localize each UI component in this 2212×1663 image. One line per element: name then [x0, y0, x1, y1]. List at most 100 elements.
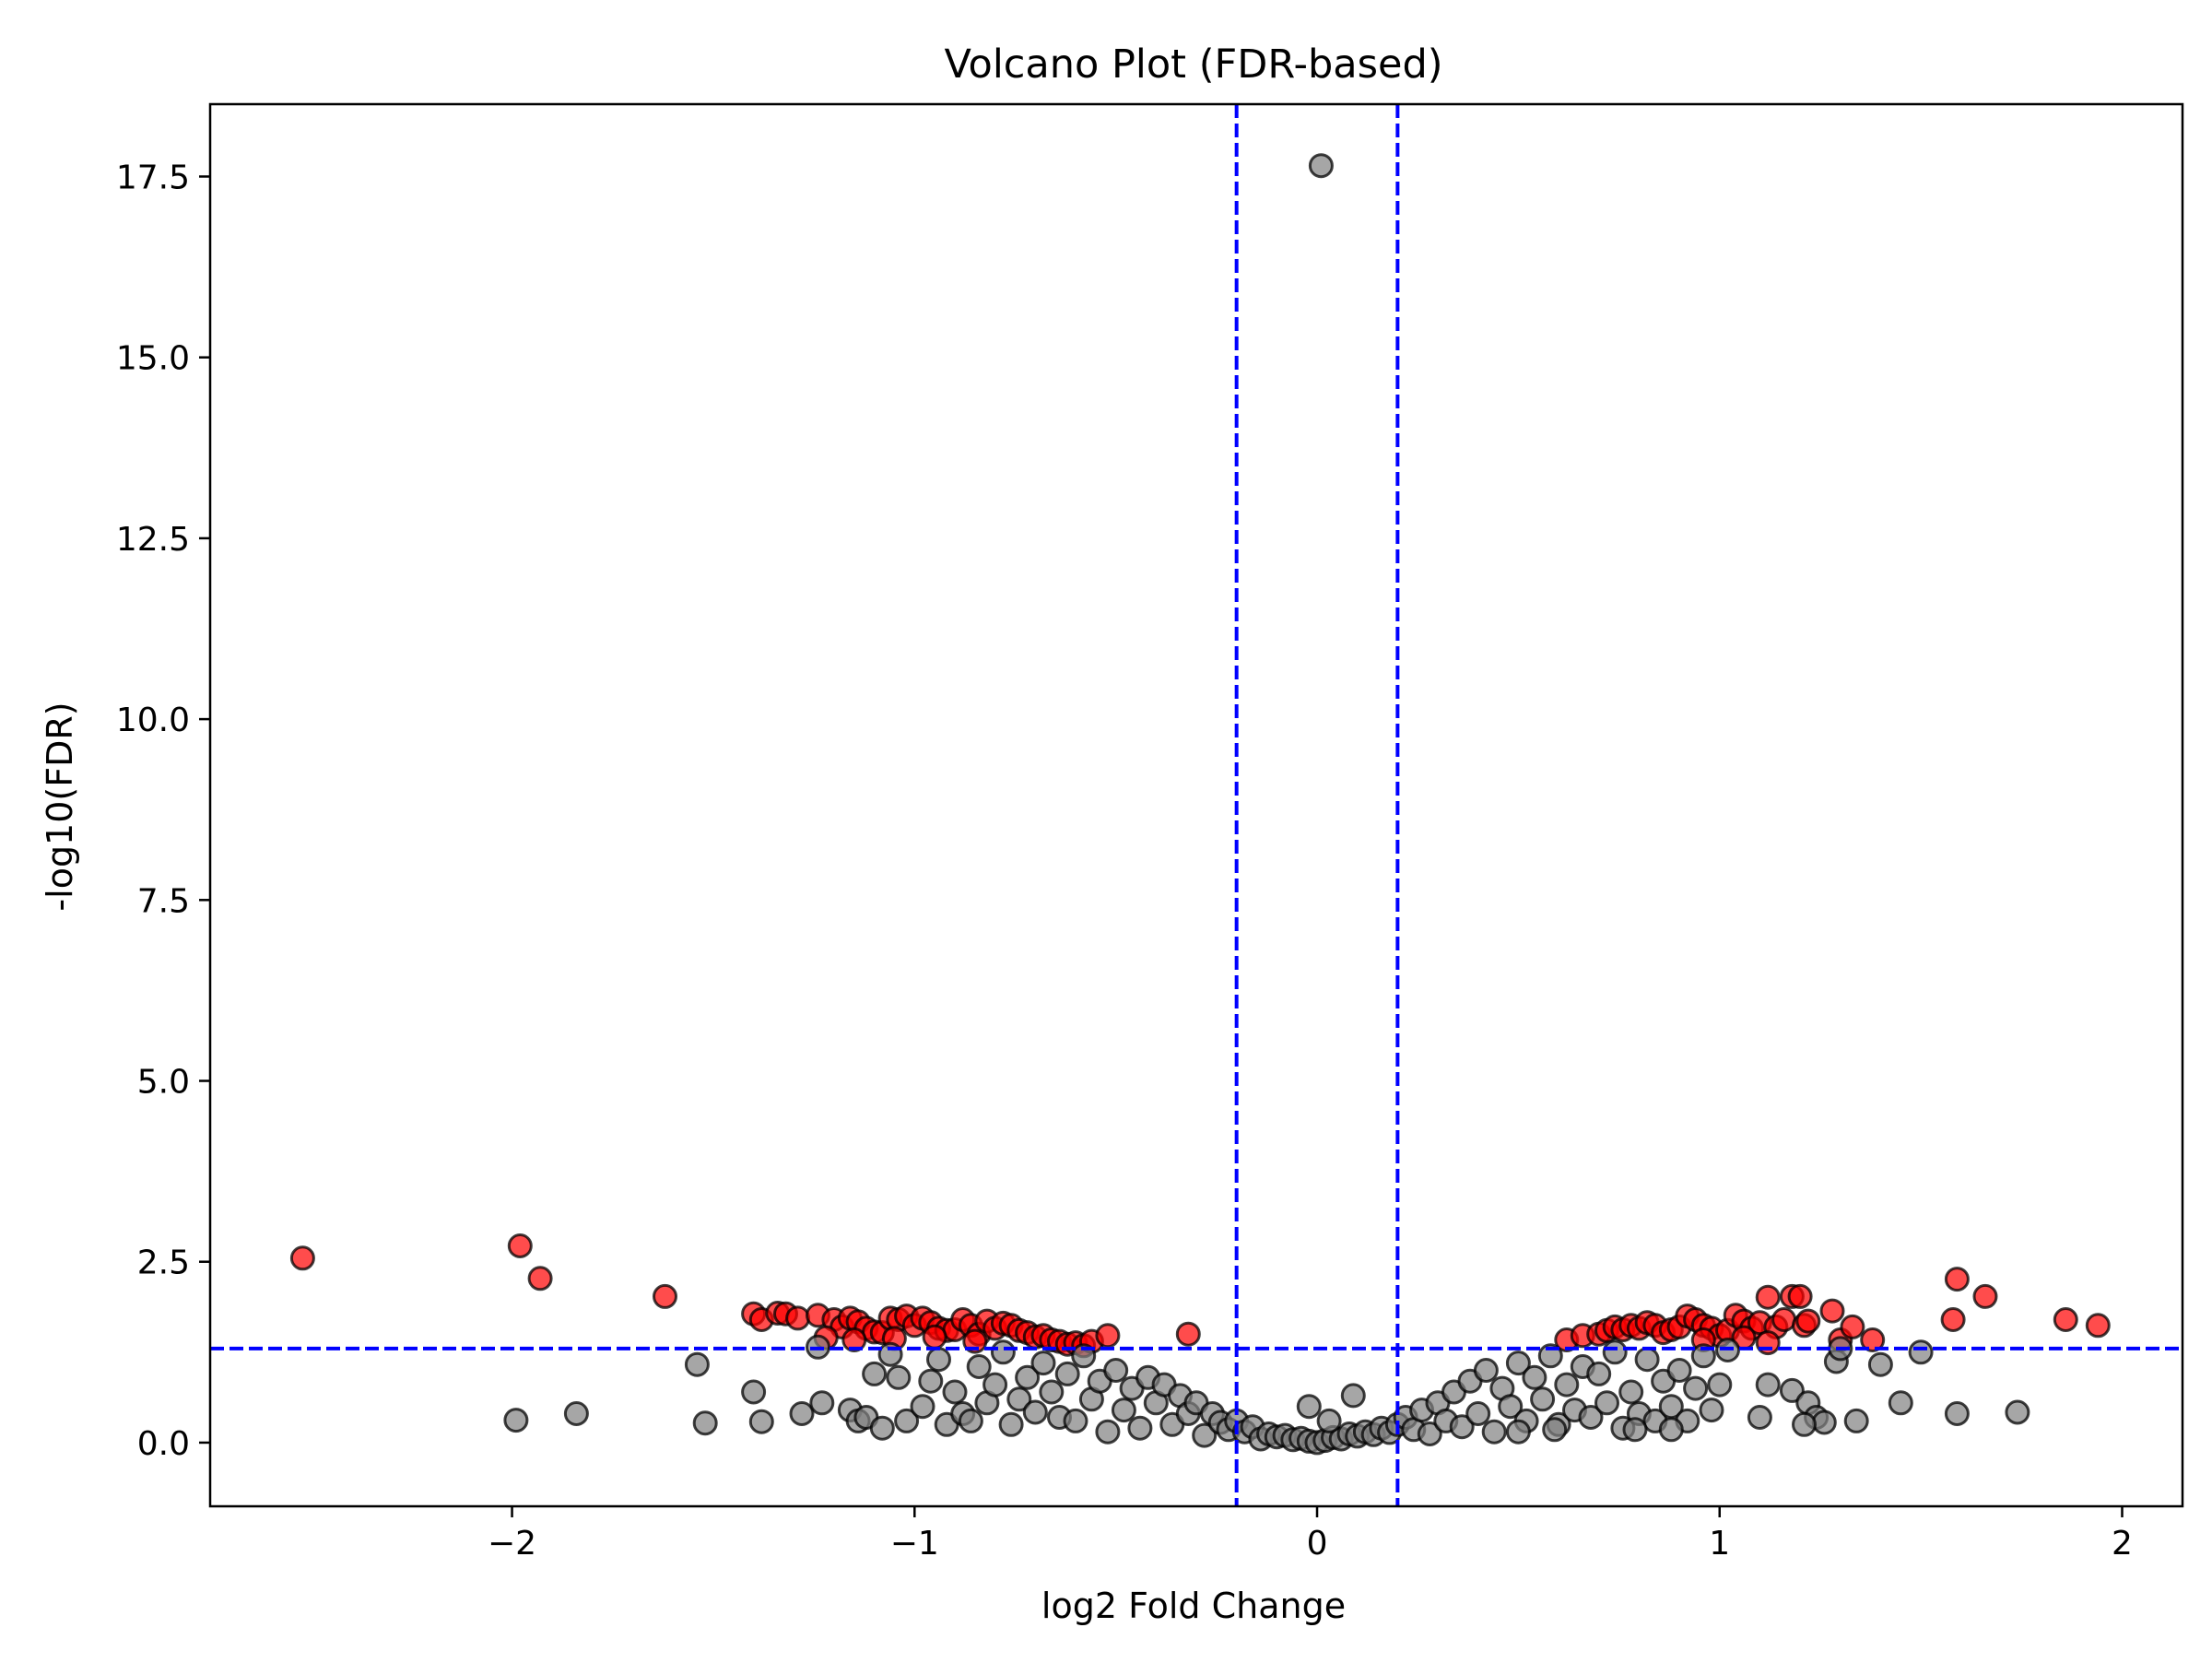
y-tick-label: 0.0 — [137, 1425, 190, 1463]
plot-frame — [208, 102, 2184, 1508]
y-tick-label: 2.5 — [137, 1244, 190, 1282]
x-tick-label: 1 — [1709, 1525, 1730, 1563]
non-significant-point — [1498, 1394, 1524, 1420]
significant-point — [1840, 1314, 1865, 1339]
x-tick-label: 2 — [2112, 1525, 2133, 1563]
y-tick-label: 12.5 — [116, 521, 190, 559]
y-tick-label: 15.0 — [116, 340, 190, 378]
non-significant-point — [1111, 1398, 1136, 1423]
significant-point — [1819, 1298, 1845, 1324]
x-tick-label: 0 — [1307, 1525, 1328, 1563]
non-significant-point — [1417, 1421, 1442, 1446]
non-significant-point — [1594, 1390, 1619, 1416]
non-significant-point — [1449, 1414, 1475, 1440]
non-significant-point — [918, 1368, 944, 1394]
significant-point — [653, 1283, 677, 1309]
plot-inner — [210, 104, 2183, 1506]
non-significant-point — [877, 1341, 903, 1367]
non-significant-point — [1039, 1379, 1065, 1405]
non-significant-point — [741, 1379, 767, 1405]
non-significant-point — [1006, 1386, 1032, 1412]
non-significant-point — [1340, 1383, 1366, 1409]
non-significant-point — [910, 1394, 935, 1420]
non-significant-point — [1530, 1386, 1556, 1412]
non-significant-point — [1316, 1408, 1342, 1433]
non-significant-point — [1473, 1358, 1499, 1383]
non-significant-point — [958, 1408, 983, 1433]
non-significant-point — [789, 1401, 815, 1426]
non-significant-point — [1586, 1361, 1612, 1386]
non-significant-point — [982, 1372, 1008, 1398]
non-significant-point — [1634, 1347, 1660, 1373]
y-tick-label: 17.5 — [116, 159, 190, 196]
significant-point — [289, 1245, 315, 1271]
non-significant-point — [1095, 1419, 1121, 1445]
significant-point — [527, 1266, 553, 1291]
significant-point — [1940, 1307, 1966, 1332]
non-significant-point — [1699, 1398, 1724, 1423]
significant-point — [1175, 1321, 1201, 1347]
non-significant-point — [1867, 1351, 1893, 1377]
non-significant-point — [1192, 1422, 1218, 1448]
non-significant-point — [1666, 1358, 1692, 1383]
significant-point — [1860, 1327, 1886, 1352]
significant-point — [1972, 1283, 1998, 1309]
plot-area: −2 −1 0 1 2 0.0 2.5 5.0 7.5 10.0 12.5 15.0 17.5 — [116, 102, 2184, 1563]
significant-point — [1771, 1307, 1797, 1332]
non-significant-point — [503, 1408, 529, 1433]
significant-point — [1944, 1267, 1970, 1292]
non-significant-point — [1022, 1399, 1048, 1425]
non-significant-point — [563, 1401, 589, 1426]
non-significant-point — [1465, 1401, 1491, 1426]
non-significant-point — [1658, 1417, 1684, 1443]
non-significant-point — [1602, 1339, 1628, 1365]
non-significant-point — [1707, 1372, 1733, 1398]
non-significant-point — [1522, 1364, 1547, 1390]
non-significant-point — [1755, 1372, 1781, 1398]
non-significant-point — [1505, 1419, 1531, 1445]
non-significant-point — [1054, 1361, 1080, 1386]
non-significant-point — [1683, 1375, 1709, 1401]
non-significant-point — [942, 1379, 968, 1405]
significant-point — [2085, 1313, 2111, 1339]
x-axis-label: log2 Fold Change — [1041, 1586, 1346, 1626]
significant-point — [1787, 1283, 1813, 1309]
non-significant-point — [684, 1351, 710, 1377]
non-significant-point — [1063, 1408, 1088, 1433]
non-significant-point — [2005, 1399, 2030, 1425]
significant-point — [1755, 1284, 1781, 1310]
significant-point — [507, 1233, 533, 1258]
non-significant-point — [998, 1411, 1024, 1437]
non-significant-point — [1811, 1409, 1837, 1435]
y-tick-label: 7.5 — [137, 882, 190, 920]
chart-title: Volcano Plot (FDR-based) — [944, 41, 1442, 88]
x-tick-label: −1 — [890, 1525, 939, 1563]
significant-point — [1755, 1330, 1781, 1356]
non-significant-point — [692, 1410, 718, 1436]
non-significant-point — [1747, 1405, 1772, 1430]
non-significant-point — [926, 1347, 951, 1373]
non-significant-point — [1127, 1415, 1153, 1441]
non-significant-point — [1296, 1394, 1322, 1420]
non-significant-point — [1779, 1377, 1805, 1403]
non-significant-point — [1618, 1379, 1644, 1405]
non-significant-point — [1103, 1358, 1129, 1383]
non-significant-point — [1308, 153, 1334, 179]
non-significant-point — [1944, 1401, 1970, 1426]
non-significant-point — [1792, 1411, 1817, 1437]
non-significant-point — [809, 1390, 835, 1416]
significant-point — [922, 1324, 947, 1350]
non-significant-point — [748, 1409, 774, 1434]
significant-point — [785, 1305, 811, 1331]
non-significant-point — [869, 1415, 895, 1441]
non-significant-point — [862, 1361, 888, 1386]
y-tick-label: 10.0 — [116, 702, 190, 739]
significant-point — [841, 1327, 867, 1352]
non-significant-point — [990, 1339, 1016, 1365]
non-significant-point — [1505, 1350, 1531, 1376]
non-significant-point — [1843, 1408, 1869, 1433]
non-significant-point — [1554, 1372, 1580, 1398]
